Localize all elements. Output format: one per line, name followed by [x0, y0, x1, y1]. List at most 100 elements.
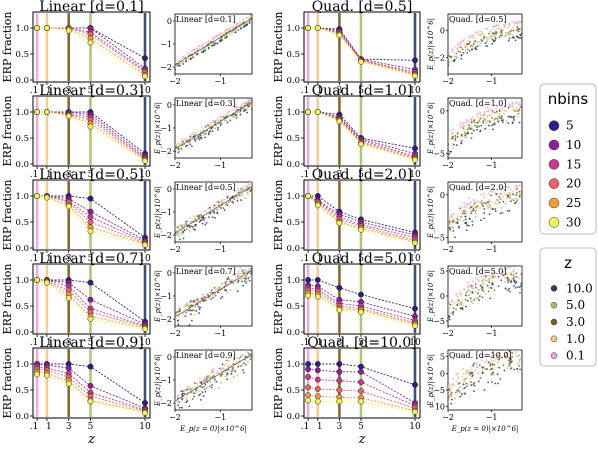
scatter-point: [496, 361, 499, 364]
scatter-point: [486, 284, 489, 287]
scatter-point: [216, 119, 219, 121]
scatter-point: [469, 128, 472, 130]
scatter-point: [513, 22, 516, 24]
scatter-point: [177, 64, 180, 67]
y-tick-label: 0: [167, 185, 172, 194]
scatter-point: [471, 116, 474, 119]
scatter-point: [181, 398, 184, 401]
scatter-point: [230, 370, 233, 373]
scatter-point: [202, 395, 205, 398]
scatter-point: [227, 369, 229, 371]
scatter-point: [497, 119, 499, 122]
scatter-point: [482, 205, 485, 208]
series-point: [336, 32, 343, 39]
scatter-point: [178, 401, 181, 404]
x-tick-label: 1: [46, 338, 52, 348]
scatter-point: [182, 63, 185, 65]
y-tick-label: −5: [433, 234, 445, 243]
scatter-point: [510, 280, 513, 283]
scatter-point: [452, 378, 455, 380]
erp-panel: Quad. [d=10.0]ERP fraction 0.00.51.0.1 1 3 5…: [272, 335, 421, 447]
scatter-point: [516, 355, 518, 357]
scatter-point: [486, 276, 489, 278]
scatter-point: [504, 31, 507, 34]
scatter-point: [232, 367, 235, 370]
scatter-point: [179, 224, 182, 227]
series-point: [65, 203, 72, 210]
scatter-point: [192, 132, 194, 135]
scatter-point: [181, 56, 184, 59]
scatter-point: [448, 55, 450, 57]
scatter-point: [500, 117, 503, 120]
scatter-point: [198, 312, 200, 314]
scatter-point: [465, 119, 468, 122]
legend-marker: [548, 217, 560, 228]
scatter-point: [473, 37, 476, 40]
series-point: [336, 118, 343, 125]
scatter-point: [178, 306, 181, 309]
scatter-point: [500, 115, 503, 118]
scatter-point: [488, 213, 491, 215]
scatter-point: [242, 284, 245, 287]
scatter-point: [448, 383, 451, 386]
y-tick-label: −2: [433, 54, 445, 63]
scatter-point: [241, 194, 244, 197]
scatter-point: [213, 44, 216, 47]
scatter-point: [248, 184, 251, 187]
scatter-point: [493, 111, 496, 114]
scatter-point: [471, 371, 473, 374]
scatter-point: [466, 370, 469, 373]
scatter-point: [482, 287, 485, 290]
scatter-point: [474, 31, 477, 34]
scatter-point: [489, 194, 492, 197]
scatter-point: [479, 117, 482, 120]
scatter-point: [220, 122, 223, 125]
scatter-point: [231, 25, 233, 28]
scatter-point: [205, 379, 208, 381]
series-point: [87, 296, 94, 303]
scatter-point: [216, 128, 219, 131]
scatter-point: [218, 386, 221, 389]
scatter-point: [499, 198, 502, 200]
scatter-point: [509, 104, 512, 106]
scatter-point: [473, 34, 475, 37]
y-tick-label: 1.0: [15, 108, 29, 118]
scatter-point: [221, 198, 224, 201]
scatter-point: [494, 208, 497, 210]
scatter-point: [508, 196, 511, 199]
scatter-point: [458, 304, 461, 306]
scatter-point: [477, 290, 480, 293]
scatter-point: [221, 282, 223, 285]
scatter-point: [207, 124, 209, 127]
scatter-point: [185, 315, 188, 318]
scatter-point: [481, 40, 484, 42]
scatter-point: [466, 281, 469, 284]
scatter-point: [183, 392, 186, 395]
scatter-point: [178, 226, 181, 229]
scatter-point: [247, 277, 250, 280]
legend-label: 1.0: [566, 332, 585, 346]
erp-panel: Quad. [d=1.0]ERP fraction 0.00.51.0.1 1 3 5 1…: [272, 83, 421, 180]
scatter-point: [181, 139, 184, 141]
scatter-point: [225, 33, 228, 36]
scatter-point: [502, 195, 504, 198]
scatter-point: [208, 385, 211, 388]
scatter-point: [516, 187, 518, 190]
scatter-point: [231, 31, 234, 33]
scatter-point: [203, 295, 205, 298]
scatter-point: [502, 121, 504, 124]
scatter-point: [483, 212, 486, 215]
series-point: [305, 374, 312, 380]
scatter-point: [500, 193, 503, 196]
scatter-point: [503, 110, 506, 112]
scatter-point: [194, 228, 196, 231]
scatter-point: [177, 147, 180, 150]
scatter-point: [245, 101, 248, 104]
scatter-point: [451, 219, 454, 222]
scatter-point: [509, 266, 511, 269]
scatter-point: [492, 29, 495, 31]
series-point: [43, 372, 50, 379]
scatter-point: [448, 388, 450, 391]
scatter-point: [452, 213, 455, 216]
scatter-point: [177, 394, 180, 397]
